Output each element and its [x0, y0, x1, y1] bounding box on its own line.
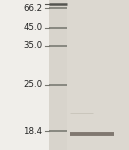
Text: 25.0: 25.0 — [23, 80, 43, 89]
Text: 18.4: 18.4 — [23, 127, 43, 136]
FancyBboxPatch shape — [49, 0, 129, 150]
FancyBboxPatch shape — [67, 0, 129, 150]
Text: 66.2: 66.2 — [23, 4, 43, 13]
Text: 45.0: 45.0 — [23, 23, 43, 32]
Text: 35.0: 35.0 — [23, 41, 43, 50]
FancyBboxPatch shape — [49, 0, 67, 150]
